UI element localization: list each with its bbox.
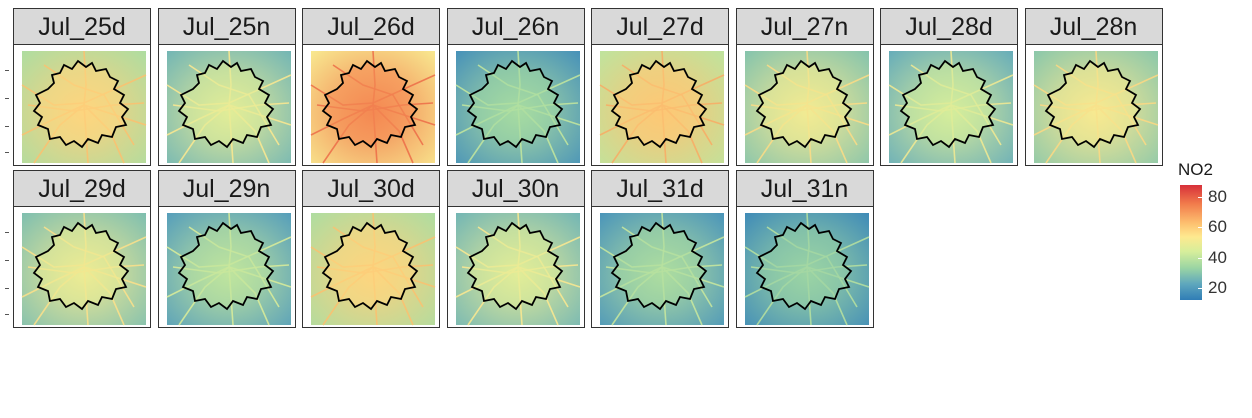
legend-tick <box>1198 227 1202 229</box>
city-boundary <box>899 59 997 149</box>
no2-map <box>455 50 580 164</box>
legend-title: NO2 <box>1178 160 1213 179</box>
legend-colorbar <box>1180 185 1202 300</box>
no2-map <box>310 212 436 326</box>
map-area <box>14 45 150 165</box>
facet-panel: Jul_29n <box>157 170 296 328</box>
facet-label: Jul_28n <box>1025 9 1162 45</box>
map-area <box>448 45 584 165</box>
no2-map <box>21 212 147 326</box>
map-area <box>592 45 728 165</box>
y-axis-tick <box>5 260 9 261</box>
facet-panel: Jul_26n <box>446 8 585 166</box>
map-area <box>1026 45 1162 165</box>
facet-panel: Jul_30n <box>446 170 585 328</box>
city-boundary <box>32 221 130 311</box>
facet-panel: Jul_31n <box>735 170 874 328</box>
facet-label: Jul_27d <box>592 9 728 45</box>
no2-map <box>455 212 580 326</box>
legend-tick-label: 40 <box>1208 247 1227 267</box>
no2-map <box>599 50 725 164</box>
no2-map <box>599 212 725 326</box>
city-boundary <box>321 59 419 149</box>
legend-tick-label: 60 <box>1208 217 1227 237</box>
y-axis-tick <box>5 70 9 71</box>
facet-label: Jul_29d <box>14 171 150 207</box>
city-boundary <box>755 59 852 149</box>
no2-map <box>21 50 147 164</box>
y-axis-tick <box>5 98 9 99</box>
facet-label: Jul_31n <box>736 171 873 207</box>
map-area <box>159 207 295 327</box>
facet-label: Jul_29n <box>158 171 295 207</box>
y-axis-tick <box>5 126 9 127</box>
facet-label: Jul_25d <box>14 9 150 45</box>
y-axis-tick <box>5 152 9 153</box>
map-area <box>592 207 728 327</box>
city-boundary <box>466 221 563 311</box>
no2-map <box>888 50 1014 164</box>
y-axis-tick <box>5 314 9 315</box>
facet-panel: Jul_28n <box>1024 8 1163 166</box>
facet-label: Jul_30n <box>447 171 584 207</box>
city-boundary <box>755 221 852 311</box>
map-area <box>737 45 873 165</box>
map-area <box>448 207 584 327</box>
city-boundary <box>1044 59 1141 149</box>
city-boundary <box>610 221 708 311</box>
legend-tick <box>1198 257 1202 259</box>
no2-map <box>744 50 869 164</box>
y-axis-tick <box>5 288 9 289</box>
map-area <box>303 207 439 327</box>
facet-label: Jul_28d <box>881 9 1017 45</box>
legend-tick-label: 80 <box>1208 187 1227 207</box>
facet-panel: Jul_26d <box>302 8 440 166</box>
city-boundary <box>177 59 274 149</box>
city-boundary <box>177 221 274 311</box>
facet-label: Jul_31d <box>592 171 728 207</box>
facet-label: Jul_25n <box>158 9 295 45</box>
facet-label: Jul_26d <box>303 9 439 45</box>
map-area <box>14 207 150 327</box>
facet-label: Jul_27n <box>736 9 873 45</box>
map-area <box>303 45 439 165</box>
city-boundary <box>610 59 708 149</box>
facet-panel: Jul_31d <box>591 170 729 328</box>
facet-label: Jul_26n <box>447 9 584 45</box>
facet-panel: Jul_28d <box>880 8 1018 166</box>
map-area <box>881 45 1017 165</box>
city-boundary <box>321 221 419 311</box>
facet-panel: Jul_27n <box>735 8 874 166</box>
legend-tick-label: 20 <box>1208 277 1227 297</box>
no2-map <box>166 50 291 164</box>
facet-panel: Jul_25n <box>157 8 296 166</box>
no2-map <box>1033 50 1158 164</box>
facet-panel: Jul_29d <box>13 170 151 328</box>
facet-panel: Jul_30d <box>302 170 440 328</box>
city-boundary <box>466 59 563 149</box>
map-area <box>737 207 873 327</box>
city-boundary <box>32 59 130 149</box>
facet-panel: Jul_27d <box>591 8 729 166</box>
no2-map <box>744 212 869 326</box>
color-legend: NO2 80 60 40 20 <box>1178 160 1248 310</box>
map-area <box>159 45 295 165</box>
legend-tick <box>1198 287 1202 289</box>
facet-label: Jul_30d <box>303 171 439 207</box>
no2-map <box>166 212 291 326</box>
legend-tick <box>1198 197 1202 199</box>
facet-panel: Jul_25d <box>13 8 151 166</box>
no2-map <box>310 50 436 164</box>
y-axis-tick <box>5 232 9 233</box>
